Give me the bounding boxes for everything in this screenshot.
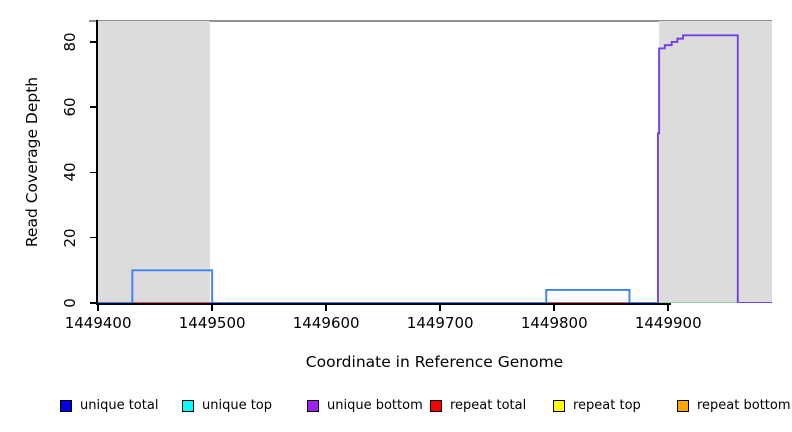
y-tick-label: 60 — [61, 97, 79, 117]
legend-label: repeat total — [450, 398, 527, 413]
legend-swatch-repeat-bottom — [677, 400, 689, 412]
x-tick-label: 1449500 — [178, 314, 246, 332]
x-tick-label: 1449700 — [406, 314, 474, 332]
legend-label: unique bottom — [327, 398, 423, 413]
x-tick-mark — [439, 304, 441, 311]
y-tick-mark — [90, 302, 97, 304]
x-tick-mark — [325, 304, 327, 311]
x-axis-title: Coordinate in Reference Genome — [305, 353, 564, 371]
y-tick-mark — [90, 106, 97, 108]
legend-item-unique-top: unique top — [182, 399, 272, 413]
legend-item-repeat-total: repeat total — [430, 399, 526, 413]
legend-label: repeat bottom — [697, 398, 791, 413]
y-tick-mark — [90, 41, 97, 43]
legend-swatch-repeat-top — [553, 400, 565, 412]
series-unique-bottom — [97, 34, 772, 303]
y-tick-label: 80 — [61, 32, 79, 52]
legend-label: repeat top — [573, 398, 641, 413]
x-tick-mark — [211, 304, 213, 311]
x-axis-line — [96, 303, 671, 305]
x-tick-mark — [667, 304, 669, 311]
x-tick-mark — [553, 304, 555, 311]
x-tick-label: 1449900 — [634, 314, 702, 332]
legend-item-repeat-top: repeat top — [553, 399, 641, 413]
y-axis-line — [96, 20, 98, 305]
x-tick-mark — [97, 304, 99, 311]
x-tick-label: 1449400 — [64, 314, 132, 332]
legend-swatch-repeat-total — [430, 400, 442, 412]
legend-item-repeat-bottom: repeat bottom — [677, 399, 791, 413]
legend-swatch-unique-top — [182, 400, 194, 412]
x-tick-label: 1449800 — [520, 314, 588, 332]
y-tick-label: 40 — [61, 162, 79, 182]
masked-region-right — [659, 21, 772, 303]
y-tick-mark — [90, 236, 97, 239]
y-tick-label: 0 — [61, 298, 79, 308]
legend-item-unique-bottom: unique bottom — [307, 399, 423, 413]
y-tick-mark — [90, 171, 97, 174]
plot-area — [97, 21, 772, 303]
y-axis-title: Read Coverage Depth — [23, 76, 41, 248]
masked-region-left — [97, 21, 210, 303]
series-unique-total — [97, 269, 658, 303]
legend: unique total unique top unique bottom repea… — [0, 399, 792, 419]
legend-swatch-unique-total — [60, 400, 72, 412]
legend-swatch-unique-bottom — [307, 400, 319, 412]
x-tick-label: 1449600 — [292, 314, 360, 332]
legend-item-unique-total: unique total — [60, 399, 158, 413]
legend-label: unique top — [202, 398, 273, 413]
y-tick-label: 20 — [61, 228, 79, 248]
legend-label: unique total — [80, 398, 159, 413]
plot-top-border — [89, 20, 772, 22]
